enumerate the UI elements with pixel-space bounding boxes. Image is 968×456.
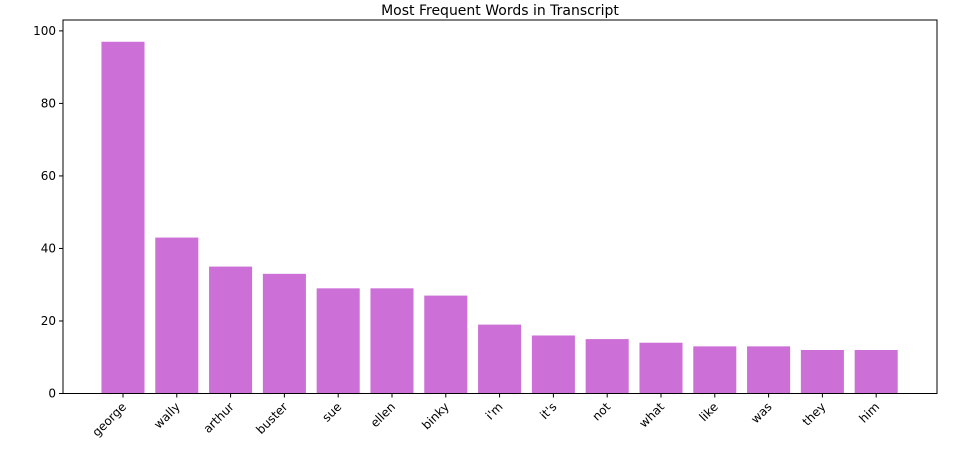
bar bbox=[747, 346, 791, 394]
bar bbox=[424, 295, 468, 394]
bar bbox=[316, 288, 360, 394]
chart-title: Most Frequent Words in Transcript bbox=[381, 3, 619, 19]
x-tick-label: sue bbox=[319, 400, 344, 425]
y-tick-label: 0 bbox=[48, 387, 56, 401]
y-tick-label: 100 bbox=[33, 24, 56, 38]
x-tick-label: not bbox=[590, 400, 614, 424]
x-tick-label: ellen bbox=[368, 400, 398, 430]
x-tick-label: was bbox=[748, 400, 774, 426]
x-tick-label: they bbox=[800, 400, 829, 429]
x-tick-label: arthur bbox=[201, 400, 237, 436]
x-tick-label: george bbox=[89, 400, 129, 440]
y-tick-label: 80 bbox=[41, 96, 56, 110]
bar bbox=[585, 339, 629, 394]
bar bbox=[101, 41, 145, 394]
x-tick-label: what bbox=[636, 400, 667, 431]
bar bbox=[639, 342, 683, 394]
x-tick-label: like bbox=[696, 400, 720, 424]
bar bbox=[478, 324, 522, 394]
bar bbox=[262, 273, 306, 394]
x-tick-label: it's bbox=[537, 400, 559, 422]
bar bbox=[370, 288, 414, 394]
bar bbox=[854, 349, 898, 394]
x-tick-label: buster bbox=[253, 400, 290, 437]
y-tick-label: 40 bbox=[41, 241, 56, 255]
bar bbox=[531, 335, 575, 394]
bar bbox=[209, 266, 253, 394]
bar bbox=[693, 346, 737, 394]
x-tick-label: him bbox=[856, 400, 882, 426]
x-tick-label: wally bbox=[151, 400, 183, 432]
plot-frame bbox=[62, 19, 938, 394]
bar bbox=[155, 237, 199, 394]
y-tick-label: 20 bbox=[41, 314, 56, 328]
bar bbox=[800, 349, 844, 394]
x-tick-label: binky bbox=[419, 400, 452, 433]
x-tick-label: i'm bbox=[483, 400, 506, 423]
y-tick-label: 60 bbox=[41, 169, 56, 183]
